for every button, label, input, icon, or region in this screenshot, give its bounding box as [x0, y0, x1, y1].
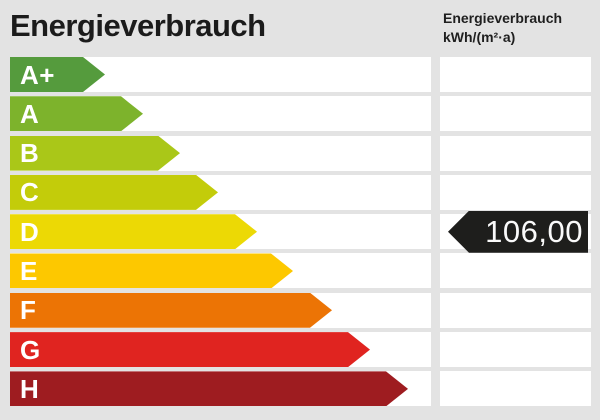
- scale-cell: E: [10, 253, 431, 289]
- energy-class-row: E: [0, 253, 600, 289]
- energy-class-arrow-icon: A+: [10, 57, 105, 92]
- scale-cell: H: [10, 371, 431, 407]
- energy-class-arrow-icon: G: [10, 332, 370, 367]
- page-title: Energieverbrauch: [10, 8, 266, 43]
- unit-header-line1: Energieverbrauch: [443, 10, 563, 26]
- value-cell: 106,00: [440, 210, 591, 253]
- scale-cell: C: [10, 174, 431, 210]
- scale-cell: G: [10, 332, 431, 368]
- energy-class-row: D 106,00: [0, 210, 600, 253]
- value-cell: [440, 253, 591, 289]
- energy-class-label: E: [20, 255, 38, 286]
- scale-cell: B: [10, 135, 431, 171]
- energy-class-row: A: [0, 96, 600, 132]
- energy-class-row: F: [0, 292, 600, 328]
- value-cell: [440, 292, 591, 328]
- energy-class-arrow-icon: C: [10, 175, 218, 210]
- energy-class-label: D: [20, 216, 40, 247]
- energy-class-row: B: [0, 135, 600, 171]
- energy-class-arrow-icon: F: [10, 293, 332, 328]
- scale-cell: F: [10, 292, 431, 328]
- energy-class-label: B: [20, 138, 40, 169]
- unit-header: Energieverbrauch kWh/(m²·a): [443, 9, 562, 47]
- consumption-value: 106,00: [485, 214, 583, 250]
- energy-class-arrow-icon: A: [10, 96, 143, 131]
- energy-class-label: A: [20, 98, 40, 129]
- energy-class-label: G: [20, 334, 41, 365]
- scale-rows: A+ A B: [0, 57, 600, 407]
- energy-class-label: A+: [20, 59, 55, 90]
- scale-cell: D: [10, 214, 431, 250]
- energy-class-label: C: [20, 177, 40, 208]
- energy-class-label: H: [20, 373, 40, 404]
- energy-class-arrow-icon: H: [10, 371, 408, 406]
- unit-header-line2: kWh/(m²·a): [443, 29, 516, 45]
- energy-class-row: H: [0, 371, 600, 407]
- value-cell: [440, 96, 591, 132]
- value-cell: [440, 332, 591, 368]
- value-cell: [440, 135, 591, 171]
- consumption-value-marker-icon: 106,00: [448, 210, 588, 253]
- value-cell: [440, 57, 591, 92]
- energy-class-row: C: [0, 174, 600, 210]
- energy-class-arrow-icon: B: [10, 136, 180, 171]
- energy-class-arrow-icon: E: [10, 253, 293, 288]
- energy-class-row: A+: [0, 57, 600, 92]
- scale-cell: A: [10, 96, 431, 132]
- energy-class-arrow-icon: D: [10, 214, 257, 249]
- value-cell: [440, 371, 591, 407]
- energy-class-label: F: [20, 295, 37, 326]
- value-cell: [440, 174, 591, 210]
- scale-cell: A+: [10, 57, 431, 92]
- energy-class-row: G: [0, 332, 600, 368]
